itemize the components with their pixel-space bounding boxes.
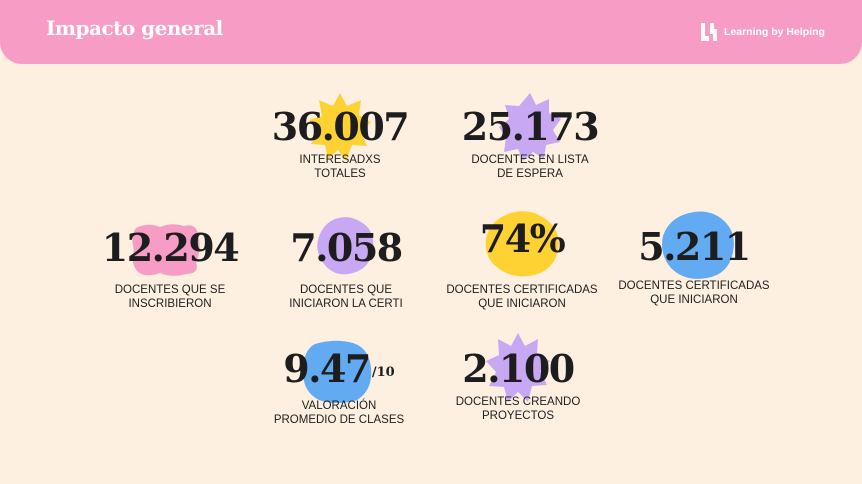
purple-star-burst-icon <box>499 93 561 161</box>
stat-value: 74% <box>479 216 566 261</box>
stat-certificadas-total: 5.211 DOCENTES CERTIFICADAS QUE INICIARO… <box>604 210 784 306</box>
stat-valoracion: 9.47/10 VALORACIÓN PROMEDIO DE CLASES <box>249 336 429 426</box>
stat-value: 36.007 <box>271 104 410 149</box>
stat-value: 12.294 <box>101 225 240 270</box>
blue-blob-icon <box>662 211 734 279</box>
stat-label: DOCENTES CREANDO PROYECTOS <box>455 396 581 422</box>
stat-label: DOCENTES QUE INICIARON LA CERTI <box>289 284 403 310</box>
page-title: Impacto general <box>46 16 223 40</box>
stat-label: DOCENTES CERTIFICADAS QUE INICIARON <box>618 280 770 306</box>
stat-creando-proyectos: 2.100 DOCENTES CREANDO PROYECTOS <box>428 332 608 422</box>
stat-inscribieron: 12.294 DOCENTES QUE SE INSCRIBIERON <box>80 220 260 310</box>
stat-value: 7.058 <box>290 225 403 270</box>
brand-name: Learning by Helping <box>724 26 825 38</box>
yellow-star-burst-icon <box>309 93 371 161</box>
stat-label: DOCENTES EN LISTA DE ESPERA <box>471 154 589 180</box>
stat-label: INTERESADXS TOTALES <box>299 154 381 180</box>
stat-certificadas-porcentaje: 74% DOCENTES CERTIFICADAS QUE INICIARON <box>432 210 612 310</box>
stat-lista-espera: 25.173 DOCENTES EN LISTA DE ESPERA <box>440 92 620 180</box>
yellow-blob-icon <box>485 211 559 277</box>
header-bar: Impacto general Learning by Helping <box>0 0 862 64</box>
stat-value: 2.100 <box>462 346 575 391</box>
stat-iniciaron-certi: 7.058 DOCENTES QUE INICIARON LA CERTI <box>256 217 436 310</box>
stat-value: 25.173 <box>461 104 600 149</box>
stat-label: DOCENTES QUE SE INSCRIBIERON <box>114 284 226 310</box>
brand: Learning by Helping <box>700 22 825 42</box>
stat-suffix: /10 <box>371 365 395 380</box>
stat-value: 9.47/10 <box>283 346 395 391</box>
stat-label: DOCENTES CERTIFICADAS QUE INICIARON <box>446 284 598 310</box>
lh-logo-icon <box>701 23 717 41</box>
blue-blob-icon <box>303 340 372 403</box>
stat-value: 5.211 <box>638 224 751 269</box>
purple-star-burst-icon <box>486 333 550 402</box>
stat-label: VALORACIÓN PROMEDIO DE CLASES <box>273 400 405 426</box>
pink-wavy-rectangle-icon <box>132 224 200 276</box>
stat-interesados-totales: 36.007 INTERESADXS TOTALES <box>250 92 430 180</box>
purple-blob-icon <box>317 217 374 275</box>
